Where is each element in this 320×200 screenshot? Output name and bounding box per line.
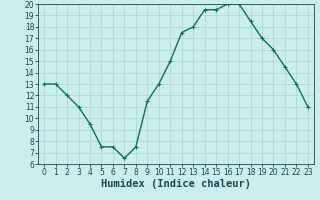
X-axis label: Humidex (Indice chaleur): Humidex (Indice chaleur) xyxy=(101,179,251,189)
